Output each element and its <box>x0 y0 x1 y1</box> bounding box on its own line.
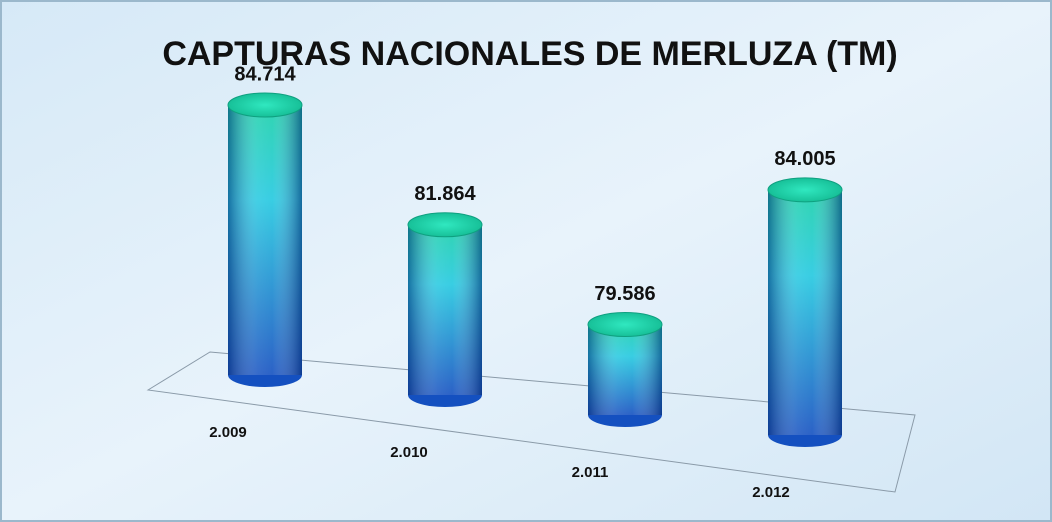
value-label: 84.714 <box>234 63 296 85</box>
chart-title: CAPTURAS NACIONALES DE MERLUZA (TM) <box>162 35 897 73</box>
cylinder-shade <box>228 105 302 375</box>
x-tick-label: 2.009 <box>209 424 247 441</box>
value-label: 79.586 <box>594 283 655 305</box>
cylinder-top <box>227 92 303 118</box>
x-tick-label: 2.011 <box>572 464 609 481</box>
floor <box>146 351 916 493</box>
value-label: 84.005 <box>774 148 835 170</box>
x-tick-label: 2.010 <box>390 444 428 461</box>
x-tick-label: 2.012 <box>752 484 790 501</box>
value-label: 81.864 <box>414 183 476 205</box>
cylinder-shade <box>408 224 482 395</box>
cylinder-top <box>767 177 843 203</box>
cylinder-shade <box>588 324 662 415</box>
cylinder-shade <box>768 189 842 435</box>
cylinder-top <box>407 212 483 238</box>
cylinder-top <box>587 311 663 337</box>
